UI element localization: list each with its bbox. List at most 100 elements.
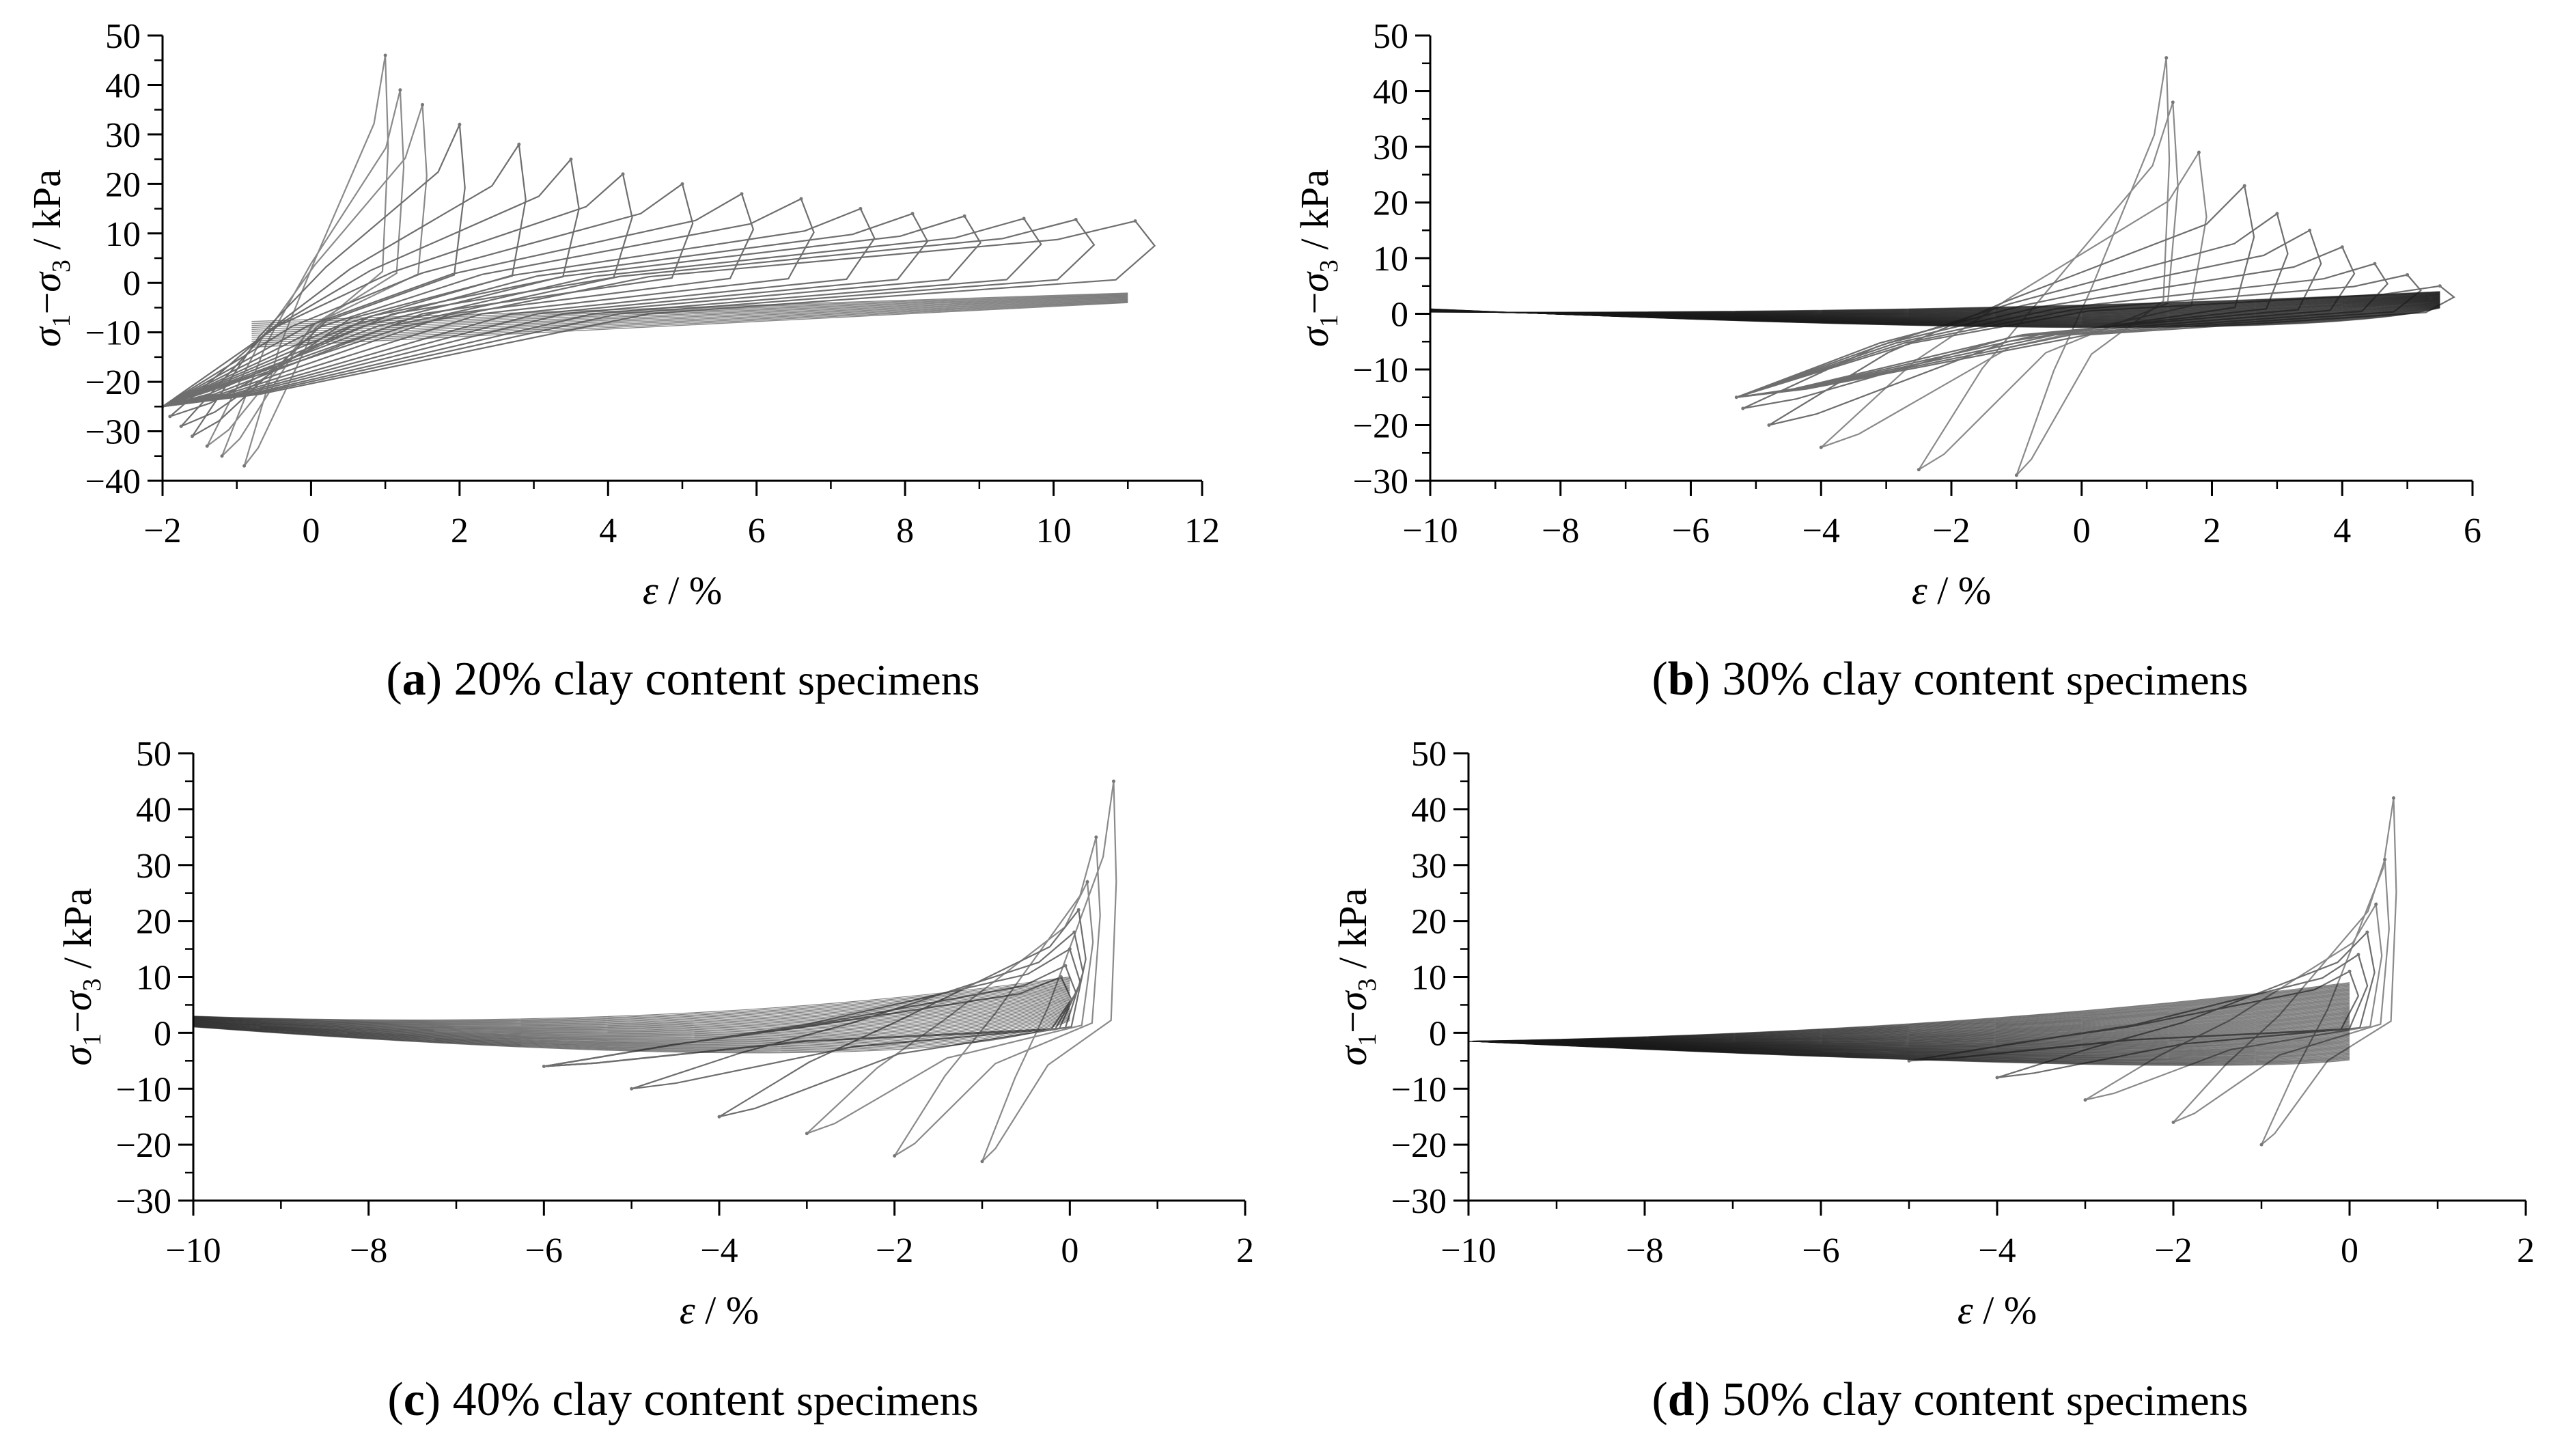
x-axis-label: ε / %	[680, 1288, 759, 1332]
loop-peak-point	[1094, 835, 1098, 839]
loop-trough-point	[717, 1115, 721, 1119]
hysteresis-loop	[163, 215, 981, 408]
x-tick-label: 0	[2341, 1231, 2358, 1270]
hysteresis-loop	[1820, 150, 2207, 449]
y-axis-label: σ1−σ3 / kPa	[1292, 169, 1343, 347]
loop-peak-point	[2356, 953, 2360, 957]
cycle-trace	[193, 1013, 1070, 1048]
loop-peak-point	[421, 102, 424, 107]
loop-trough-point	[1767, 423, 1771, 427]
loop-peak-point	[2308, 228, 2312, 232]
plot-area	[193, 779, 1117, 1164]
y-tick-label: −30	[1391, 1182, 1447, 1221]
loop-peak-point	[2275, 212, 2279, 216]
caption-letter: c	[403, 1373, 425, 1426]
cycle-trace	[251, 300, 1128, 342]
cycle-trace	[193, 984, 1070, 1026]
y-tick-label: −10	[1391, 1070, 1447, 1109]
x-tick-label: 0	[2073, 512, 2091, 550]
cycle-trace	[193, 981, 1070, 1024]
hysteresis-loop	[2016, 57, 2171, 476]
cycle-trace	[193, 1009, 1070, 1044]
caption-letter: d	[1667, 1373, 1695, 1426]
hysteresis-loop	[893, 837, 1101, 1157]
caption-tail: specimens	[796, 1376, 979, 1425]
caption-d: (d) 50% clay content specimens	[1652, 1373, 2248, 1426]
x-axis-label: ε / %	[643, 568, 722, 613]
x-tick-label: 6	[748, 512, 766, 550]
x-tick-label: 2	[2203, 512, 2221, 550]
cycle-trace	[251, 296, 1128, 334]
hysteresis-loop	[163, 219, 1096, 408]
cycle-trace	[193, 982, 1070, 1024]
cycle-trace	[251, 294, 1128, 326]
y-tick-label: 50	[1373, 17, 1408, 56]
y-tick-label: −20	[1353, 407, 1408, 446]
cycle-trace	[193, 976, 1070, 1021]
cycle-trace	[251, 297, 1128, 336]
loop-peak-point	[2438, 284, 2442, 288]
y-tick-label: 0	[1391, 296, 1408, 335]
loop-trough-point	[542, 1065, 546, 1068]
loop-trough-point	[220, 454, 224, 458]
cycle-trace	[193, 1012, 1070, 1047]
loop-peak-point	[2197, 150, 2201, 154]
cycle-trace	[193, 985, 1070, 1026]
loop-peak-point	[2383, 858, 2387, 862]
hysteresis-loop	[169, 157, 580, 417]
cycle-trace	[193, 983, 1070, 1025]
loop-trough-point	[205, 444, 209, 448]
loop-peak-point	[517, 142, 521, 146]
loop-peak-point	[680, 182, 684, 186]
cycle-trace	[193, 1014, 1070, 1049]
loop-peak-point	[1072, 930, 1076, 934]
loop-peak-point	[799, 197, 803, 201]
hysteresis-loop	[163, 208, 876, 408]
y-tick-label: 10	[136, 959, 171, 998]
cycle-trace	[251, 300, 1128, 344]
y-tick-label: 20	[105, 165, 141, 204]
cycle-trace	[193, 1000, 1070, 1038]
hysteresis-loop	[1768, 184, 2255, 426]
hysteresis-loop	[180, 142, 527, 428]
x-tick-label: −8	[1626, 1231, 1663, 1270]
loop-trough-point	[2083, 1098, 2087, 1102]
cycle-trace	[193, 1011, 1070, 1046]
cycle-trace	[193, 1004, 1070, 1041]
y-tick-label: 0	[123, 264, 141, 303]
cycle-trace	[193, 998, 1070, 1035]
x-tick-label: −8	[350, 1231, 387, 1270]
loop-trough-point	[1734, 395, 1738, 400]
loop-peak-point	[2392, 796, 2395, 800]
y-tick-label: 30	[105, 116, 141, 155]
loop-peak-point	[383, 53, 387, 57]
y-tick-label: −10	[1353, 351, 1408, 390]
cycle-trace	[1430, 307, 2440, 328]
y-tick-label: 40	[1373, 73, 1408, 112]
x-tick-label: 2	[451, 512, 469, 550]
hysteresis-loop	[2260, 798, 2397, 1145]
hysteresis-loop	[163, 182, 694, 408]
y-tick-label: 40	[1411, 791, 1447, 830]
caption-tail: specimens	[2065, 1376, 2248, 1425]
y-tick-label: −20	[85, 363, 141, 402]
caption-b: (b) 30% clay content specimens	[1652, 653, 2248, 705]
y-tick-label: −40	[85, 462, 141, 501]
caption-text: 50% clay content	[1722, 1373, 2054, 1426]
cycle-trace	[193, 1005, 1070, 1041]
caption-tail: specimens	[797, 656, 980, 704]
x-tick-label: −10	[165, 1231, 221, 1270]
cycle-trace	[193, 988, 1070, 1028]
loop-peak-point	[2406, 272, 2410, 277]
loop-trough-point	[1995, 1076, 1999, 1080]
y-tick-label: 40	[105, 66, 141, 105]
x-tick-label: 10	[1036, 512, 1072, 550]
cycle-trace	[193, 1018, 1070, 1052]
x-tick-label: −2	[1932, 512, 1970, 550]
loop-trough-point	[179, 424, 183, 428]
cycle-trace	[193, 991, 1070, 1031]
loop-peak-point	[1074, 217, 1078, 221]
loop-peak-point	[1085, 880, 1089, 884]
